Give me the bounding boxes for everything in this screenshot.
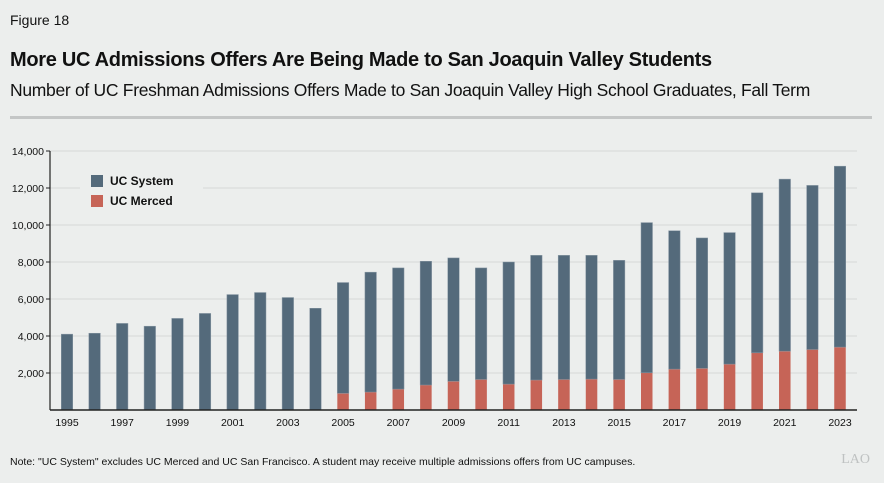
x-tick-label: 2023: [828, 417, 852, 429]
bar-uc-merced-2012: [530, 380, 543, 410]
bar-uc-merced-2007: [392, 389, 405, 410]
x-tick-label: 2011: [497, 417, 520, 429]
bar-uc-system-2019: [723, 232, 736, 365]
legend-label: UC Merced: [110, 194, 173, 208]
x-tick-label: 2001: [221, 417, 245, 429]
y-tick-label: 12,000: [12, 183, 44, 195]
bar-uc-system-1999: [171, 318, 184, 411]
bar-uc-system-2023: [834, 165, 846, 348]
bar-uc-system-1998: [143, 325, 156, 411]
bar-uc-system-2001: [226, 294, 239, 411]
bar-uc-system-2010: [475, 267, 488, 380]
bar-uc-merced-2011: [502, 384, 515, 410]
bar-uc-merced-2019: [723, 364, 736, 410]
y-tick-label: 8,000: [18, 257, 44, 269]
chart-subtitle: Number of UC Freshman Admissions Offers …: [10, 80, 810, 100]
x-tick-label: 2005: [331, 417, 355, 429]
bar-uc-merced-2018: [696, 368, 708, 410]
bar-uc-merced-2010: [475, 379, 487, 410]
bar-uc-system-2016: [640, 222, 653, 374]
x-tick-label: 2017: [663, 417, 687, 429]
bar-uc-system-2013: [557, 255, 570, 380]
bar-uc-system-1996: [88, 332, 101, 411]
divider: [10, 116, 872, 119]
bar-uc-system-2014: [585, 255, 598, 380]
bar-uc-system-2004: [309, 308, 322, 411]
x-tick-label: 2003: [276, 417, 300, 429]
y-tick-label: 10,000: [12, 220, 44, 232]
bar-uc-system-2007: [392, 267, 405, 390]
x-tick-label: 1999: [166, 417, 190, 429]
bar-uc-merced-2006: [364, 392, 377, 410]
bar-uc-system-2020: [751, 192, 764, 354]
legend-swatch-uc-merced: [91, 195, 103, 207]
x-tick-label: 2007: [387, 417, 411, 429]
bar-uc-system-2009: [447, 257, 460, 382]
x-tick-label: 2009: [442, 417, 466, 429]
bar-uc-system-2002: [254, 292, 267, 411]
legend-background: [80, 183, 203, 193]
bar-uc-merced-2017: [668, 369, 681, 410]
bar-uc-system-2003: [281, 297, 294, 411]
y-tick-label: 4,000: [18, 331, 44, 343]
chart-title: More UC Admissions Offers Are Being Made…: [10, 49, 712, 71]
x-tick-label: 2013: [552, 417, 576, 429]
bar-chart: 2,000 4,000 6,000 8,000 10,000 12,000 14,000 19…: [12, 146, 857, 429]
bar-uc-merced-2021: [779, 351, 791, 410]
bar-uc-system-2018: [695, 237, 708, 369]
legend-swatch-uc-system: [91, 175, 103, 187]
bar-uc-merced-2015: [613, 379, 625, 410]
bar-uc-merced-2005: [337, 393, 349, 410]
bar-uc-merced-2009: [447, 381, 460, 410]
bar-uc-system-2015: [613, 260, 626, 380]
bar-uc-system-2005: [337, 282, 350, 394]
bar-uc-merced-2022: [806, 349, 819, 410]
bar-uc-system-1995: [61, 333, 73, 411]
bar-uc-system-1997: [116, 323, 129, 411]
bar-uc-system-2022: [806, 185, 819, 350]
bar-uc-system-2012: [530, 255, 543, 381]
x-tick-label: 2021: [773, 417, 797, 429]
bar-uc-merced-2016: [641, 372, 653, 410]
bar-uc-system-2011: [502, 261, 515, 385]
bar-uc-merced-2008: [420, 385, 432, 410]
y-tick-label: 14,000: [12, 146, 44, 158]
bar-uc-merced-2013: [558, 379, 570, 410]
legend-label: UC System: [110, 174, 173, 188]
bar-uc-merced-2020: [751, 352, 763, 410]
bar-uc-system-2008: [419, 261, 432, 386]
bar-uc-system-2021: [778, 178, 791, 352]
x-tick-label: 1995: [55, 417, 79, 429]
y-tick-label: 6,000: [18, 294, 44, 306]
bar-uc-system-2006: [364, 271, 377, 393]
bar-uc-system-2000: [199, 313, 212, 411]
bar-uc-merced-2014: [585, 379, 598, 410]
bar-uc-merced-2023: [834, 347, 846, 410]
lao-logo: LAO: [841, 452, 870, 467]
y-tick-label: 2,000: [18, 368, 44, 380]
x-tick-label: 2015: [607, 417, 631, 429]
figure-label: Figure 18: [10, 12, 70, 28]
x-tick-label: 1997: [111, 417, 135, 429]
bar-uc-system-2017: [668, 230, 681, 370]
x-tick-label: 2019: [718, 417, 742, 429]
chart-note: Note: "UC System" excludes UC Merced and…: [10, 456, 636, 468]
